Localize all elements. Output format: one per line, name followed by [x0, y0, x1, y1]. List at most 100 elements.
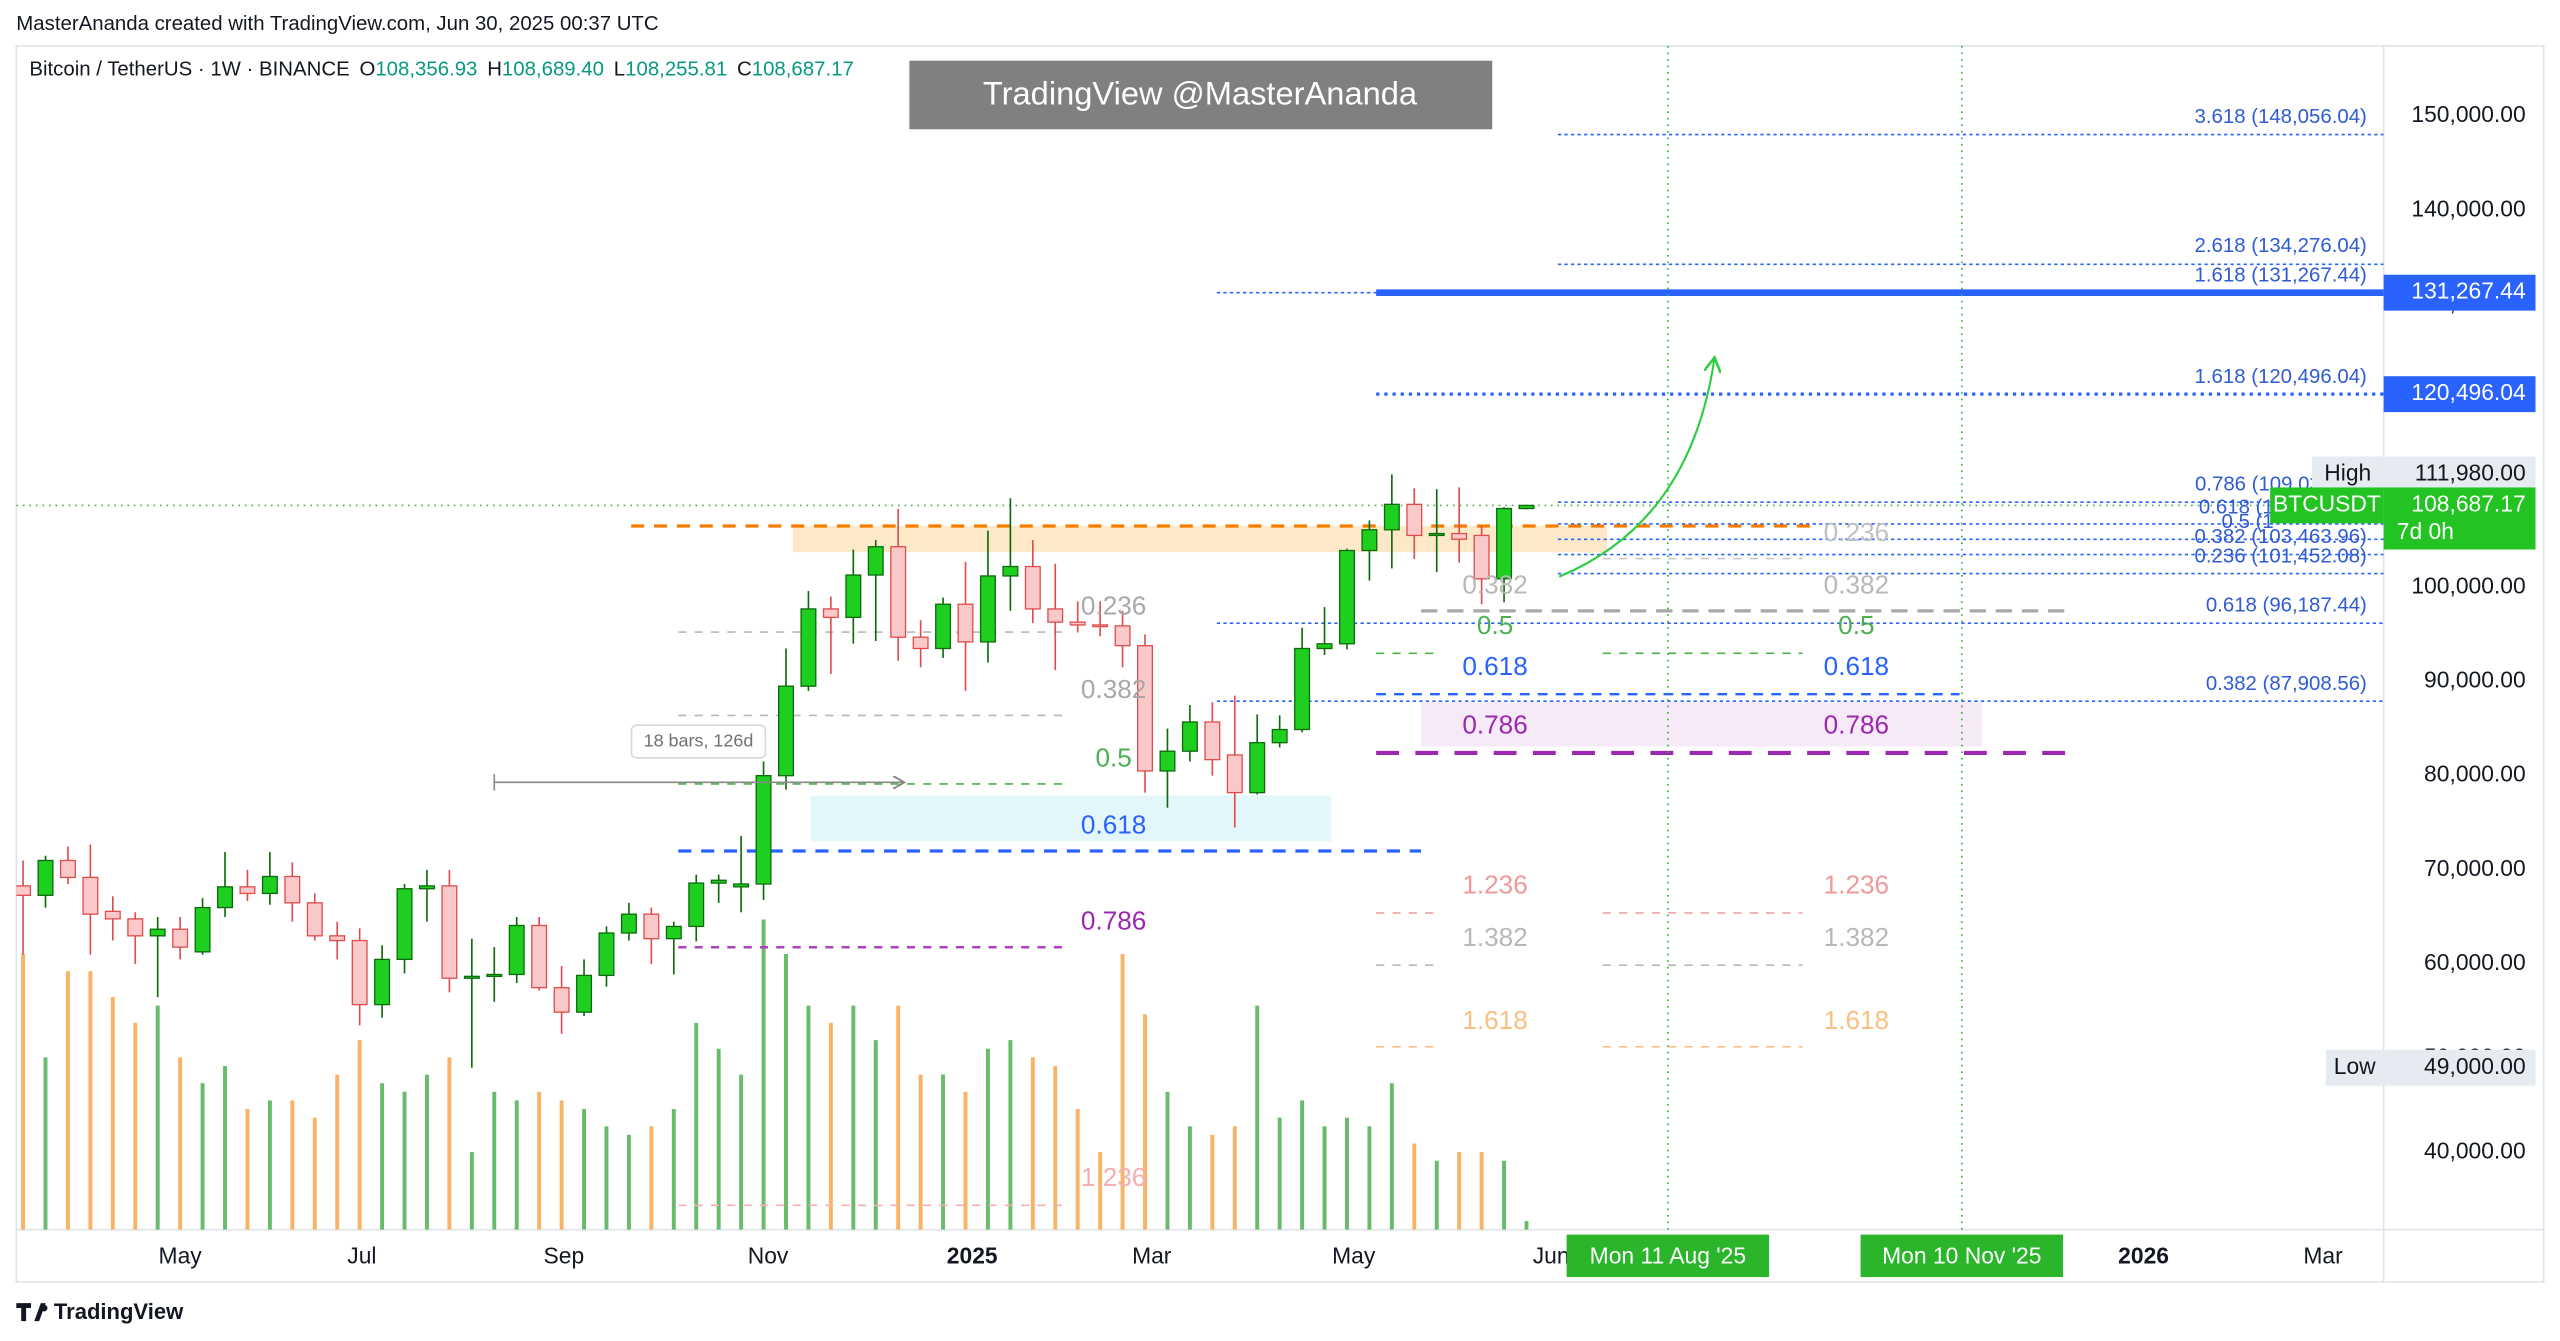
candle-body [16, 885, 32, 896]
legend-key: O [359, 59, 375, 81]
volume-bar [963, 1091, 968, 1230]
volume-bar [312, 1117, 317, 1230]
y-tick-label: 150,000.00 [2411, 101, 2525, 127]
volume-bar [155, 1005, 160, 1230]
level-label: 0.382 (103,463.96) [2195, 526, 2367, 548]
candle-body [1428, 532, 1445, 537]
time-marker-box [1860, 1234, 2064, 1278]
candle-body [217, 886, 234, 909]
price-tag-name-box [2270, 487, 2384, 524]
x-tick-label: Jun [1533, 1242, 1570, 1268]
brand-logo [16, 1303, 48, 1322]
level-label: 0.5 [1095, 742, 1131, 772]
level-label: 0.618 [1081, 809, 1146, 839]
volume-bar [1434, 1160, 1439, 1230]
volume-bar [537, 1091, 542, 1230]
volume-bar [1457, 1152, 1462, 1230]
candle-body [149, 928, 166, 937]
price-tag-name-box [2311, 456, 2384, 493]
brand: TradingView [16, 1299, 184, 1324]
candle-body [127, 918, 144, 937]
y-tick-label: 40,000.00 [2424, 1138, 2526, 1164]
level-label: 2.618 (134,276.04) [2195, 235, 2367, 257]
candle-body [1047, 608, 1064, 623]
candle-body [508, 924, 525, 976]
volume-bar [1300, 1100, 1305, 1230]
level-label: 1.618 [1462, 1005, 1527, 1035]
volume-bar [469, 1152, 474, 1230]
price-tag-label: 131,267.44 [2411, 278, 2526, 304]
x-tick-label: Sep [544, 1242, 585, 1268]
level-label: 3.618 (148,056.04) [2195, 106, 2367, 128]
volume-bar [851, 1005, 856, 1230]
price-tag-label: 49,000.00 [2424, 1053, 2526, 1079]
level-label: 0.618 [1462, 651, 1527, 681]
volume-bar [873, 1040, 878, 1230]
candle-body [531, 924, 548, 989]
candle-body [261, 875, 278, 895]
candle-body [1249, 742, 1266, 794]
candle-body [1518, 504, 1535, 510]
x-tick-label: 2025 [947, 1242, 998, 1268]
level-label: 1.236 [1824, 870, 1889, 900]
x-tick-label: Mar [1132, 1242, 1172, 1268]
level-label: 1.618 [1824, 1005, 1889, 1035]
candle-body [82, 876, 99, 915]
volume-bar [694, 1022, 699, 1230]
level-label: 1.382 [1462, 922, 1527, 952]
volume-bar [290, 1100, 295, 1230]
volume-bar [335, 1074, 340, 1230]
y-tick-label: 80,000.00 [2424, 761, 2526, 787]
y-tick-label: 60,000.00 [2424, 949, 2526, 975]
candle-body [463, 975, 480, 979]
volume-bar [1389, 1083, 1394, 1230]
measure-box [630, 724, 767, 759]
legend-key: H [487, 59, 502, 81]
level-label: 0.236 [1824, 517, 1889, 547]
y-tick-label: 90,000.00 [2424, 666, 2526, 692]
legend-value: 108,255.81 [625, 59, 727, 81]
volume-bar [1143, 1014, 1147, 1230]
level-label: 0.382 [1462, 569, 1527, 599]
volume-bar [761, 919, 766, 1230]
candle-body [374, 958, 391, 1006]
frame [15, 45, 2545, 1283]
projection-arrow [1558, 359, 1714, 578]
candle-body [800, 608, 817, 687]
candle-body [284, 875, 301, 904]
volume-bar [1120, 953, 1125, 1230]
candle-body [912, 636, 929, 650]
volume-bar [716, 1048, 721, 1230]
level-label: 0.236 [1081, 591, 1146, 621]
price-tag-label: 111,980.00 [2415, 459, 2526, 485]
volume-bar [1232, 1126, 1237, 1230]
price-tag [2383, 376, 2536, 413]
volume-bar [1367, 1126, 1372, 1230]
volume-bar [784, 953, 788, 1230]
candle-body [890, 546, 907, 638]
candle-body [194, 906, 211, 953]
price-tag [2383, 487, 2536, 550]
candle-body [396, 888, 413, 961]
level-label: 0.5 (1 [2222, 511, 2274, 533]
candle-body [1294, 647, 1311, 731]
volume-bar [896, 1005, 901, 1230]
volume-bar [918, 1074, 923, 1230]
volume-bar [178, 1057, 183, 1230]
price-tag-label: 120,496.04 [2411, 379, 2526, 405]
candle-body [1271, 728, 1288, 744]
price-tag-sub: 7d 0h [2397, 518, 2454, 544]
volume-bar [245, 1109, 250, 1230]
candle-body [777, 685, 794, 777]
volume-bar [1524, 1221, 1529, 1230]
overlay: 18 bars, 126d May Jul Sep Nov 2025 Mar May Jun 20… [159, 46, 2536, 1278]
volume-bar [1030, 1057, 1035, 1230]
level-label: 0.382 [1824, 569, 1889, 599]
volume-bar [806, 1005, 811, 1230]
volume-bar [626, 1134, 631, 1230]
candle-body [620, 913, 637, 934]
watermark-box [909, 60, 1493, 130]
candle-body [441, 885, 458, 979]
